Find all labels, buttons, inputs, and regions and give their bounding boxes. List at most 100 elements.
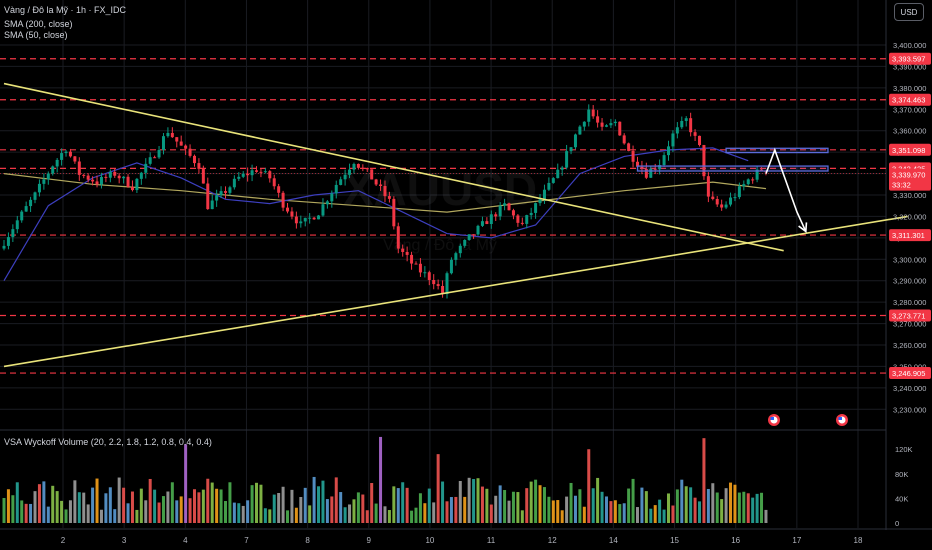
- price-tick-label: 3,270.000: [893, 320, 926, 329]
- candle-body: [538, 199, 542, 204]
- candle-body: [206, 183, 210, 210]
- price-tick-label: 3,360.000: [893, 127, 926, 136]
- candle-body: [51, 166, 55, 174]
- candle-body: [405, 251, 409, 255]
- level-price-tag: [889, 309, 931, 322]
- candle-body: [135, 178, 139, 191]
- volume-bar: [644, 491, 648, 523]
- volume-bar: [241, 505, 245, 523]
- volume-bar: [573, 495, 577, 523]
- volume-bar: [591, 488, 595, 523]
- volume-bar: [170, 482, 174, 523]
- candle-body: [392, 198, 396, 227]
- volume-bar: [547, 496, 551, 523]
- volume-bar: [724, 488, 728, 523]
- volume-bar: [609, 501, 613, 523]
- us-flag-canton: [838, 417, 842, 420]
- volume-bar: [401, 482, 405, 523]
- candle-body: [281, 192, 285, 208]
- candle-body: [370, 169, 374, 180]
- volume-bar: [675, 489, 679, 523]
- volume-bar: [742, 491, 746, 523]
- volume-bar: [671, 505, 675, 523]
- volume-bar: [392, 486, 396, 523]
- drawings[interactable]: [3, 82, 908, 368]
- current-price-tag: [889, 168, 931, 191]
- volume-bar: [2, 497, 6, 523]
- volume-bar: [410, 510, 414, 523]
- candle-body: [596, 116, 600, 123]
- volume-bar: [210, 482, 214, 523]
- candle-body: [37, 183, 41, 193]
- volume-bar: [720, 499, 724, 523]
- candle-body: [6, 237, 10, 246]
- currency-button[interactable]: USD: [894, 3, 924, 21]
- candle-body: [401, 248, 405, 252]
- candle-body: [188, 148, 192, 156]
- volume-bar: [436, 454, 440, 523]
- sma50-legend[interactable]: SMA (50, close): [4, 30, 68, 40]
- volume-bar: [188, 498, 192, 523]
- volume-bar: [414, 507, 418, 523]
- symbol-title[interactable]: Vàng / Đô la Mỹ · 1h · FX_IDC: [4, 5, 127, 15]
- candle-body: [414, 263, 418, 265]
- candle-body: [365, 168, 369, 170]
- volume-bar: [600, 491, 604, 523]
- price-tick-label: 3,250.000: [893, 362, 926, 371]
- candle-body: [184, 145, 188, 149]
- volume-bar: [237, 503, 241, 523]
- projection-arrow: [765, 147, 807, 232]
- candle-body: [454, 253, 458, 260]
- volume-bar: [99, 509, 103, 523]
- volume-bar: [702, 438, 706, 523]
- symbol-watermark-subtitle: Vàng / Đô la Mỹ: [383, 237, 497, 254]
- price-tick-label: 3,290.000: [893, 277, 926, 286]
- volume-bar: [6, 489, 10, 523]
- resistance-zone-lower: [636, 165, 829, 172]
- volume-bars: [2, 436, 768, 523]
- volume-bar: [604, 496, 608, 523]
- volume-bar: [658, 499, 662, 523]
- volume-bar: [166, 491, 170, 523]
- volume-bar: [729, 482, 733, 523]
- candle-body: [600, 122, 604, 127]
- time-axis[interactable]: 2 3 4 7 8 9 10 11 12 14 15 16 17 18: [61, 536, 863, 545]
- volume-bar: [60, 500, 64, 523]
- candle-body: [662, 155, 666, 166]
- price-tick-label: 3,370.000: [893, 105, 926, 114]
- volume-indicator-legend[interactable]: VSA Wyckoff Volume (20, 2.2, 1.8, 1.2, 0…: [4, 437, 212, 447]
- candle-body: [560, 167, 564, 170]
- volume-bar: [228, 482, 232, 523]
- volume-bar: [11, 495, 15, 523]
- candle-body: [64, 151, 68, 154]
- candle-body: [166, 132, 170, 137]
- time-tick-label: 3: [122, 536, 127, 545]
- volume-bar: [516, 492, 520, 523]
- volume-bar: [339, 492, 343, 523]
- event-flags[interactable]: [768, 414, 848, 426]
- sma200-legend[interactable]: SMA (200, close): [4, 19, 73, 29]
- candle-body: [179, 141, 183, 146]
- candle-body: [715, 199, 719, 205]
- candle-body: [379, 184, 383, 187]
- candle-body: [751, 179, 755, 181]
- candle-body: [290, 211, 294, 217]
- volume-bar: [467, 477, 471, 523]
- level-price-label: 3,374.463: [892, 96, 925, 105]
- volume-bar: [427, 488, 431, 523]
- volume-bar: [334, 477, 338, 523]
- volume-bar: [104, 493, 108, 523]
- volume-bar: [312, 476, 316, 523]
- candle-body: [604, 125, 608, 127]
- candle-body: [33, 192, 37, 200]
- candle-body: [542, 189, 546, 200]
- volume-bar: [449, 497, 453, 523]
- price-axis[interactable]: 3,400.000 3,390.000 3,380.000 3,370.000 3,36…: [889, 41, 931, 414]
- candle-body: [210, 200, 214, 210]
- volume-bar: [130, 491, 134, 523]
- volume-bar: [348, 504, 352, 523]
- level-price-tag: [889, 143, 931, 156]
- candle-body: [24, 206, 28, 212]
- volume-bar: [534, 479, 538, 523]
